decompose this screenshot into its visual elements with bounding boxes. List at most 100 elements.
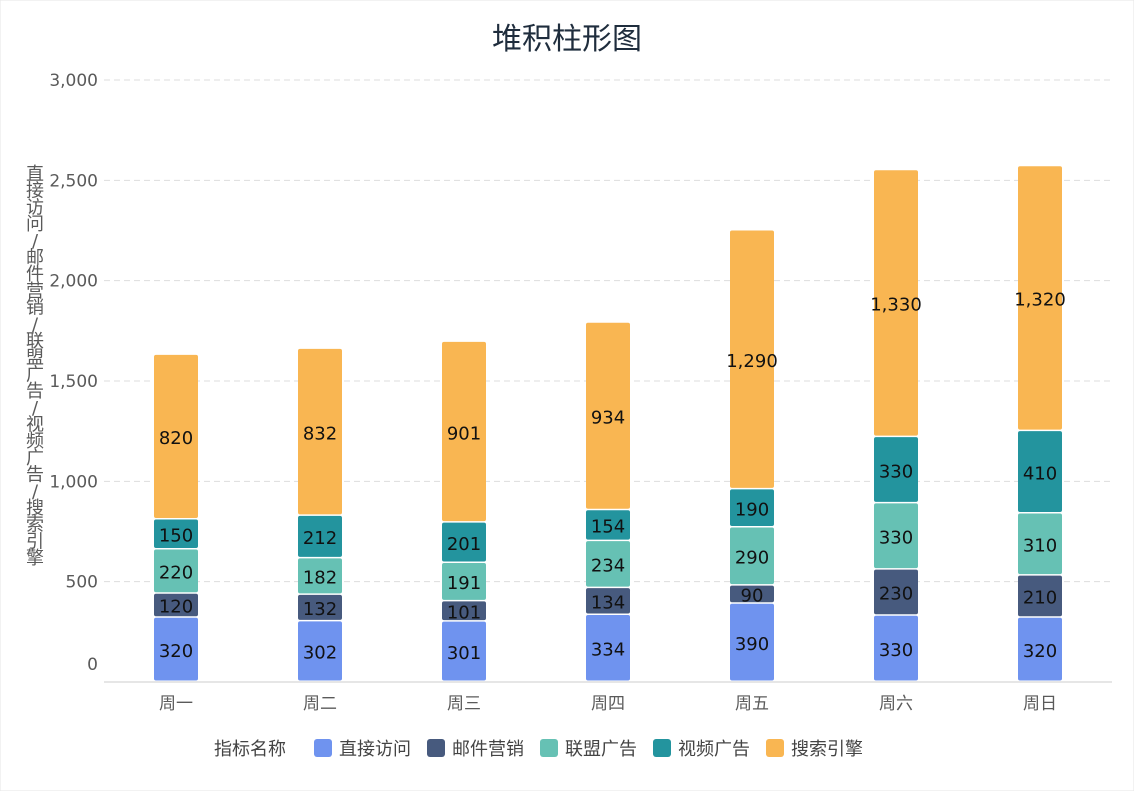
y-tick-label: 1,000 xyxy=(49,472,98,492)
bar-segment xyxy=(1018,166,1062,430)
bar-segment xyxy=(154,549,198,593)
y-tick-label: 2,500 xyxy=(49,171,98,191)
data-label: 334 xyxy=(591,639,625,660)
bar-segment xyxy=(586,614,630,681)
legend-swatch xyxy=(653,739,671,757)
bar-segment xyxy=(154,354,198,518)
data-label: 234 xyxy=(591,556,625,577)
bar-segment xyxy=(586,322,630,509)
x-axis-ticks: 周一 周二 周三 周四 周五 周六 周日 xyxy=(159,694,1057,714)
data-label: 134 xyxy=(591,593,625,614)
data-label: 210 xyxy=(1023,588,1057,609)
bar-segment xyxy=(1018,513,1062,575)
bar-segment xyxy=(298,515,342,557)
legend: 指标名称 直接访问 邮件营销 联盟广告 视频广告 搜索引擎 xyxy=(214,739,863,760)
data-label: 290 xyxy=(735,548,769,569)
legend-label: 联盟广告 xyxy=(565,739,637,760)
data-label: 410 xyxy=(1023,463,1057,484)
bar-segment xyxy=(442,341,486,522)
y-tick-label: 500 xyxy=(66,573,98,593)
x-tick-label: 周四 xyxy=(591,694,625,714)
data-label: 132 xyxy=(303,599,337,620)
bar-segment xyxy=(298,621,342,681)
x-tick-label: 周五 xyxy=(735,694,769,714)
legend-label: 邮件营销 xyxy=(452,739,524,760)
legend-swatch xyxy=(540,739,558,757)
data-label: 901 xyxy=(447,423,481,444)
data-label: 182 xyxy=(303,568,337,589)
data-label: 320 xyxy=(1023,641,1057,662)
data-label: 154 xyxy=(591,517,625,538)
bar-segment xyxy=(298,348,342,515)
data-label: 191 xyxy=(447,573,481,594)
bar-segment xyxy=(1018,617,1062,681)
data-label: 1,290 xyxy=(726,351,778,372)
legend-swatch xyxy=(314,739,332,757)
data-label: 150 xyxy=(159,526,193,547)
bar-segment xyxy=(442,522,486,562)
data-label: 220 xyxy=(159,563,193,584)
y-tick-label: 1,500 xyxy=(49,372,98,392)
bar-segment xyxy=(154,593,198,617)
legend-label: 直接访问 xyxy=(339,739,411,760)
legend-swatch xyxy=(766,739,784,757)
x-tick-label: 周六 xyxy=(879,694,913,714)
legend-item[interactable]: 搜索引擎 xyxy=(766,739,863,760)
x-tick-label: 周一 xyxy=(159,694,193,714)
legend-item[interactable]: 邮件营销 xyxy=(427,739,524,760)
data-label: 330 xyxy=(879,461,913,482)
x-tick-label: 周三 xyxy=(447,694,481,714)
legend-item[interactable]: 视频广告 xyxy=(653,739,750,760)
data-label: 1,320 xyxy=(1014,290,1066,311)
y-axis-label: 直接访问/邮件营销/联盟广告/视频广告/搜索引擎 xyxy=(26,164,44,569)
data-label: 212 xyxy=(303,528,337,549)
bar-segment xyxy=(874,437,918,502)
bar-segment xyxy=(154,617,198,681)
bar-segment xyxy=(442,621,486,681)
bar-segment xyxy=(730,585,774,603)
data-label: 320 xyxy=(159,641,193,662)
bar-segment xyxy=(874,170,918,436)
data-label: 820 xyxy=(159,428,193,449)
bar-segment xyxy=(442,563,486,600)
data-label: 832 xyxy=(303,423,337,444)
bar-segment xyxy=(874,503,918,569)
data-label: 201 xyxy=(447,534,481,555)
bars: 320 120 220 150 820 302 132 182 212 832 301 101 191 2… xyxy=(154,166,1066,681)
bar-segment xyxy=(1018,431,1062,512)
bar-segment xyxy=(1018,575,1062,617)
legend-title: 指标名称 xyxy=(214,739,286,760)
y-tick-label: 0 xyxy=(87,655,98,675)
data-label: 301 xyxy=(447,643,481,664)
bar-segment xyxy=(154,519,198,549)
data-label: 190 xyxy=(735,499,769,520)
x-tick-label: 周二 xyxy=(303,694,337,714)
data-label: 330 xyxy=(879,528,913,549)
bar-segment xyxy=(730,489,774,526)
bar-segment xyxy=(730,603,774,681)
legend-item[interactable]: 联盟广告 xyxy=(540,739,637,760)
data-label: 390 xyxy=(735,634,769,655)
bar-segment xyxy=(586,541,630,587)
data-label: 230 xyxy=(879,584,913,605)
data-label: 310 xyxy=(1023,536,1057,557)
x-tick-label: 周日 xyxy=(1023,694,1057,714)
bar-segment xyxy=(874,615,918,681)
legend-label: 视频广告 xyxy=(678,739,750,760)
bar-segment xyxy=(586,510,630,540)
data-label: 120 xyxy=(159,597,193,618)
chart-title: 堆积柱形图 xyxy=(492,22,642,57)
legend-swatch xyxy=(427,739,445,757)
y-tick-label: 2,000 xyxy=(49,272,98,292)
y-axis-ticks: 0 500 1,000 1,500 2,000 2,500 3,000 xyxy=(49,71,98,675)
data-label: 1,330 xyxy=(870,295,922,316)
legend-item[interactable]: 直接访问 xyxy=(314,739,411,760)
data-label: 101 xyxy=(447,602,481,623)
legend-label: 搜索引擎 xyxy=(791,739,863,760)
bar-segment xyxy=(298,558,342,594)
bar-segment xyxy=(730,230,774,488)
data-label: 90 xyxy=(741,586,764,607)
data-label: 330 xyxy=(879,640,913,661)
y-tick-label: 3,000 xyxy=(49,71,98,91)
